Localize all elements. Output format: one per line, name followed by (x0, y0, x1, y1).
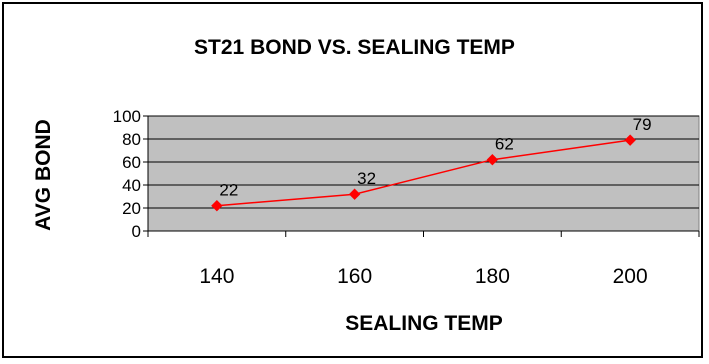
x-tick-label: 200 (613, 265, 648, 288)
data-point (486, 153, 499, 166)
chart-title: ST21 BOND VS. SEALING TEMP (194, 36, 515, 59)
y-tick-label: 20 (122, 199, 141, 218)
plot-area (147, 115, 700, 232)
data-label: 79 (633, 115, 652, 134)
x-tick-label: 160 (337, 265, 372, 288)
x-tick-label: 140 (199, 265, 234, 288)
data-point (624, 134, 636, 146)
y-tick-label: 100 (113, 107, 141, 126)
data-label: 32 (357, 169, 376, 188)
data-label: 62 (495, 135, 514, 154)
y-tick-label: 80 (122, 130, 141, 149)
data-point (348, 188, 361, 200)
series-line (216, 139, 631, 207)
data-label: 22 (219, 181, 238, 200)
x-tick-label: 180 (475, 265, 510, 288)
y-tick-label: 40 (122, 176, 141, 195)
x-axis-title: SEALING TEMP (345, 312, 503, 335)
data-point (211, 199, 223, 212)
y-tick-label: 0 (132, 222, 141, 241)
y-tick-label: 60 (122, 153, 141, 172)
